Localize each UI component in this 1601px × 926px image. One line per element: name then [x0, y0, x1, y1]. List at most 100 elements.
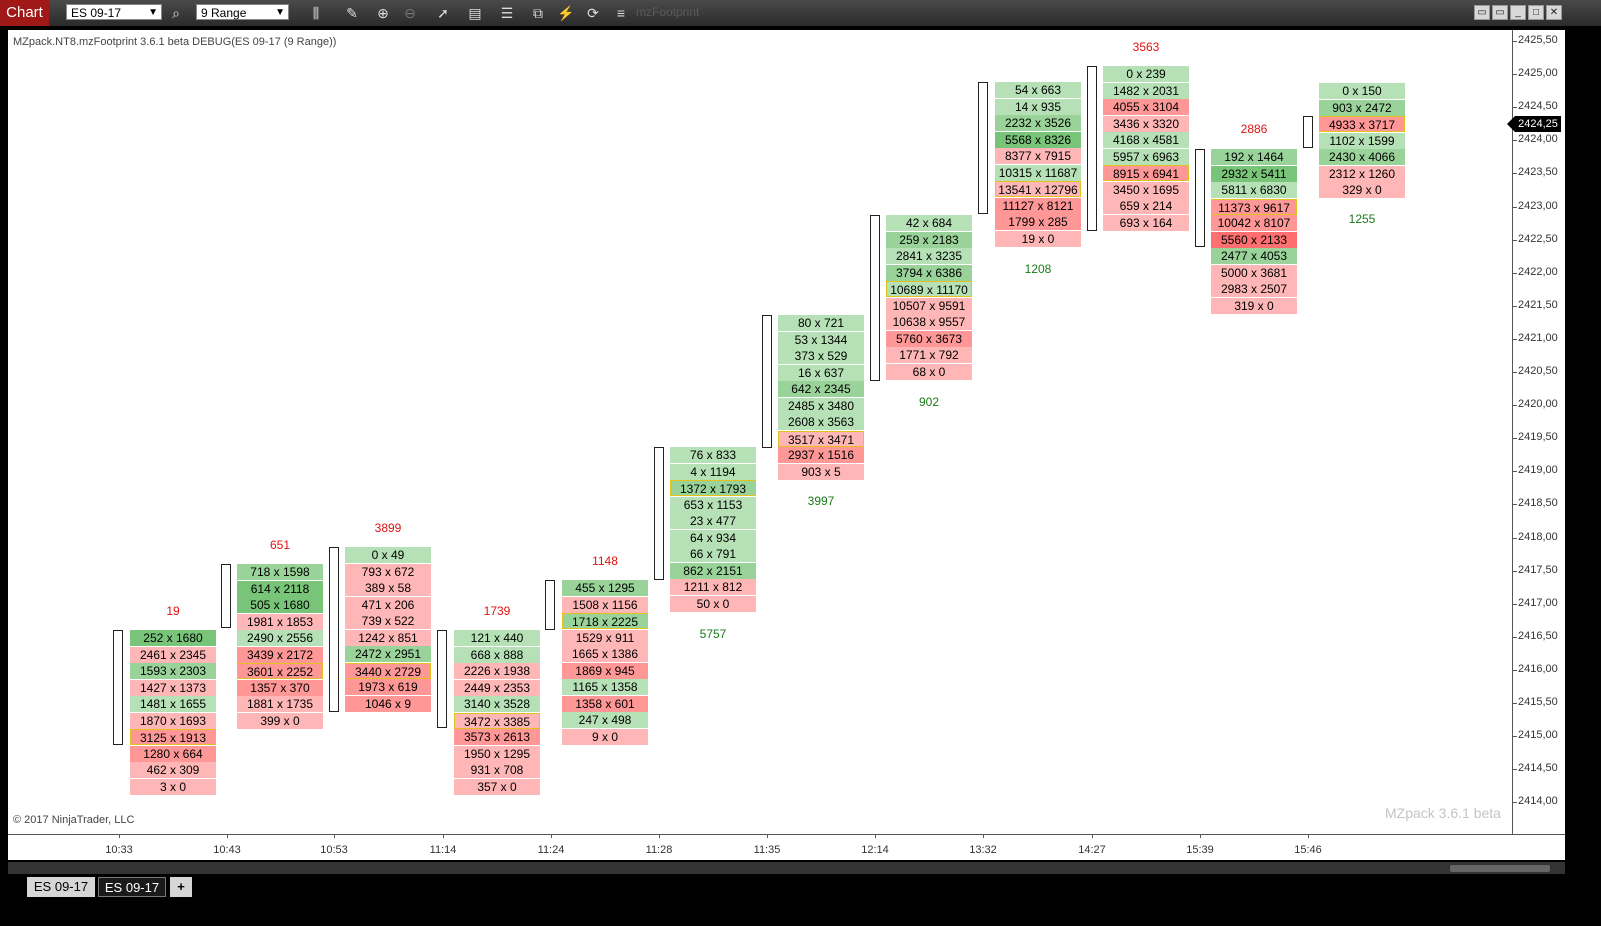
strategies-icon[interactable]: ⚡	[557, 5, 575, 21]
footprint-cell: 5957 x 6963	[1103, 148, 1189, 165]
time-axis[interactable]	[8, 834, 1565, 860]
price-tick	[1512, 239, 1517, 241]
data-box-icon[interactable]: ▤	[468, 5, 482, 21]
footprint-cell: 64 x 934	[670, 529, 756, 546]
price-label: 2420,50	[1518, 365, 1558, 377]
candle-body	[978, 82, 988, 214]
footprint-cell: 5811 x 6830	[1211, 182, 1297, 199]
price-tick	[1512, 802, 1517, 804]
footprint-poc-cell: 11373 x 9617	[1211, 198, 1297, 215]
footprint-cell: 2608 x 3563	[778, 414, 864, 431]
footprint-cell: 9 x 0	[562, 729, 648, 745]
refresh-icon[interactable]: ⟳	[587, 5, 599, 21]
current-price-marker: 2424,25	[1515, 116, 1561, 132]
footprint-cell: 76 x 833	[670, 447, 756, 463]
bar-delta: 3997	[807, 494, 835, 508]
price-tick	[1512, 173, 1517, 175]
footprint-cell: 462 x 309	[130, 762, 216, 779]
time-label: 11:14	[429, 844, 457, 856]
price-marker-arrow	[1507, 116, 1515, 132]
time-label: 13:32	[969, 844, 997, 856]
footprint-poc-cell: 8915 x 6941	[1103, 165, 1189, 182]
time-tick	[551, 834, 552, 838]
candle-body	[1195, 149, 1205, 247]
footprint-cell: 5000 x 3681	[1211, 264, 1297, 281]
zoom-in-icon[interactable]: ⊕	[377, 5, 389, 21]
footprint-poc-cell: 3440 x 2729	[345, 662, 431, 679]
footprint-cell: 505 x 1680	[237, 597, 323, 614]
footprint-cell: 2472 x 2951	[345, 646, 431, 663]
footprint-cell: 19 x 0	[995, 231, 1081, 247]
period-selector[interactable]: 9 Range ▼	[196, 4, 289, 20]
footprint-cell: 455 x 1295	[562, 580, 648, 596]
search-icon[interactable]: ⌕	[172, 5, 180, 21]
price-label: 2422,00	[1518, 265, 1558, 278]
price-tick	[1512, 703, 1517, 704]
footprint-cell: 192 x 1464	[1211, 149, 1297, 165]
scrollbar-thumb[interactable]	[1450, 865, 1550, 872]
close-icon[interactable]: ✕	[1546, 5, 1562, 20]
footprint-poc-cell: 3125 x 1913	[130, 729, 216, 746]
time-tick	[767, 834, 768, 838]
footprint-cell: 3140 x 3528	[454, 696, 540, 713]
footprint-cell: 2449 x 2353	[454, 679, 540, 696]
footprint-cell: 319 x 0	[1211, 298, 1297, 314]
footprint-cell: 54 x 663	[995, 82, 1081, 98]
minimize-icon[interactable]: _	[1510, 5, 1526, 20]
add-tab-button[interactable]: +	[170, 877, 192, 897]
pointer-icon[interactable]: ➚	[437, 5, 449, 21]
price-tick	[1512, 405, 1517, 407]
tab-instrument-2[interactable]: ES 09-17	[98, 877, 166, 897]
bar-type-icon[interactable]: ⫼	[312, 5, 320, 21]
price-tick	[1512, 537, 1517, 539]
bar-delta: 651	[269, 538, 291, 552]
tile-alt-icon[interactable]: ▭	[1492, 5, 1508, 20]
price-label: 2423,00	[1518, 199, 1558, 212]
footprint-cell: 2485 x 3480	[778, 397, 864, 414]
price-tick	[1512, 305, 1517, 307]
footprint-cell: 4055 x 3104	[1103, 99, 1189, 116]
footprint-cell: 693 x 164	[1103, 215, 1189, 231]
price-tick	[1512, 338, 1517, 340]
footprint-cell: 1211 x 812	[670, 579, 756, 596]
tile-icon[interactable]: ▭	[1474, 5, 1490, 20]
price-axis[interactable]	[1512, 30, 1565, 834]
instrument-selector[interactable]: ES 09-17 ▼	[66, 4, 162, 20]
footprint-cell: 903 x 2472	[1319, 99, 1405, 116]
price-tick	[1512, 107, 1517, 109]
footprint-cell: 1881 x 1735	[237, 696, 323, 713]
draw-pencil-icon[interactable]: ✎	[346, 5, 358, 21]
price-tick	[1512, 206, 1517, 208]
price-label: 2421,00	[1518, 331, 1558, 344]
price-label: 2423,50	[1518, 166, 1558, 179]
order-icon[interactable]: ☰	[500, 5, 514, 21]
footprint-cell: 2490 x 2556	[237, 630, 323, 647]
horizontal-scrollbar[interactable]	[8, 862, 1565, 874]
footprint-cell: 2477 x 4053	[1211, 248, 1297, 265]
templates-icon[interactable]: ⧉	[533, 5, 543, 21]
chart-window-tab[interactable]: Chart	[0, 0, 49, 26]
footprint-cell: 653 x 1153	[670, 496, 756, 513]
time-label: 10:53	[320, 844, 348, 856]
footprint-cell: 739 x 522	[345, 613, 431, 630]
footprint-cell: 1280 x 664	[130, 745, 216, 762]
price-label: 2416,00	[1518, 662, 1558, 675]
time-tick	[1092, 834, 1093, 838]
footprint-cell: 399 x 0	[237, 713, 323, 729]
bar-delta: 1148	[592, 554, 618, 568]
maximize-icon[interactable]: □	[1528, 5, 1544, 20]
footprint-cell: 259 x 2183	[886, 231, 972, 248]
footprint-cell: 2937 x 1516	[778, 447, 864, 464]
price-label: 2417,00	[1518, 596, 1558, 609]
properties-icon[interactable]: ≡	[616, 5, 626, 21]
footprint-cell: 1242 x 851	[345, 629, 431, 646]
footprint-cell: 357 x 0	[454, 779, 540, 795]
footprint-cell: 23 x 477	[670, 513, 756, 530]
zoom-out-icon[interactable]: ⊖	[404, 5, 416, 21]
time-tick	[443, 834, 444, 838]
footprint-cell: 1950 x 1295	[454, 745, 540, 762]
tab-instrument-1[interactable]: ES 09-17	[27, 877, 95, 897]
footprint-cell: 1481 x 1655	[130, 696, 216, 713]
footprint-cell: 2932 x 5411	[1211, 165, 1297, 182]
footprint-cell: 1593 x 2303	[130, 663, 216, 680]
